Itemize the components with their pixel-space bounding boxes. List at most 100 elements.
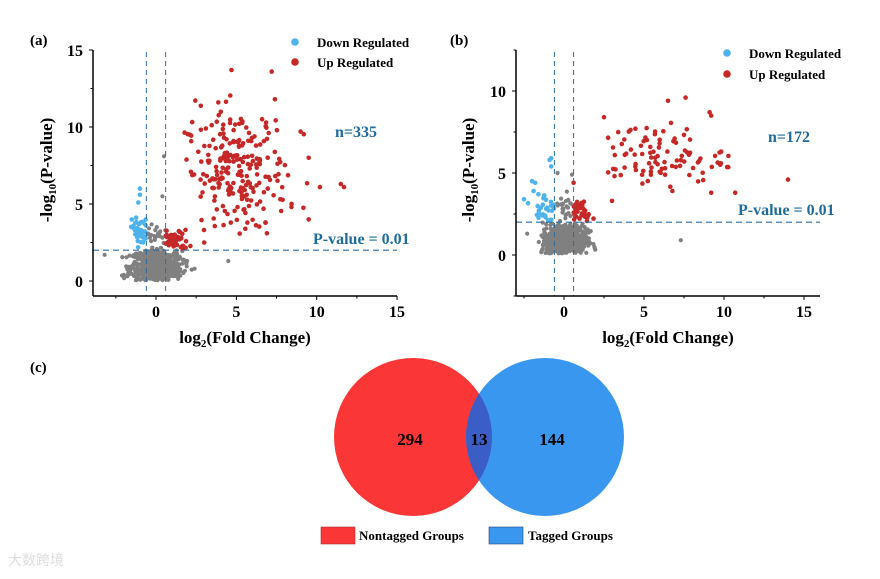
data-point-ns — [539, 250, 544, 255]
x-tick-label: 5 — [640, 304, 648, 321]
data-point-up — [301, 131, 307, 137]
data-point-up — [257, 158, 263, 164]
data-point-up — [214, 207, 220, 212]
data-point-up — [245, 220, 250, 225]
data-point-ns — [560, 201, 566, 206]
data-point-ns — [568, 238, 573, 243]
data-point-ns — [147, 235, 152, 240]
legend-label-up: Up Regulated — [749, 67, 826, 82]
data-point-up — [241, 154, 247, 160]
data-point-up — [712, 153, 718, 159]
data-point-up — [184, 157, 189, 162]
data-point-up — [209, 122, 214, 128]
data-point-up — [304, 181, 310, 186]
data-point-ns — [568, 225, 573, 230]
data-point-up — [646, 161, 652, 166]
data-point-up — [228, 220, 234, 225]
data-point-up — [282, 162, 288, 168]
data-point-ns — [184, 261, 189, 266]
data-point-up — [643, 135, 648, 140]
data-point-ns — [120, 255, 125, 260]
data-point-up — [278, 208, 284, 214]
x-tick-label: 0 — [560, 304, 568, 321]
data-point-up — [235, 172, 241, 177]
data-point-up — [669, 163, 675, 169]
data-point-up — [684, 127, 690, 132]
data-point-up — [242, 207, 247, 212]
data-point-up — [240, 178, 245, 184]
data-point-up — [718, 162, 723, 167]
data-point-up — [257, 224, 262, 229]
data-point-up — [670, 188, 675, 194]
data-point-up — [234, 217, 240, 223]
y-tick-label: 10 — [490, 84, 506, 101]
data-point-down — [536, 192, 541, 197]
data-point-up — [577, 205, 583, 211]
data-point-up — [206, 160, 211, 165]
data-point-up — [264, 136, 270, 142]
data-point-up — [338, 181, 344, 187]
data-point-up — [658, 170, 663, 176]
data-point-up — [633, 161, 638, 167]
data-point-up — [220, 143, 225, 148]
data-point-up — [301, 205, 306, 211]
data-point-up — [211, 176, 216, 182]
data-point-up — [649, 165, 654, 170]
data-point-up — [222, 208, 228, 214]
data-point-up — [244, 125, 249, 130]
data-point-ns — [579, 247, 584, 252]
data-point-up — [785, 177, 791, 182]
data-point-up — [236, 163, 242, 169]
data-point-up — [269, 69, 275, 74]
x-tick-label: 15 — [796, 304, 812, 321]
data-point-up — [240, 159, 246, 165]
data-point-ns — [577, 225, 583, 230]
venn-diagram: (c) 294 13 144 Nontagged Groups Tagged G… — [30, 358, 624, 545]
data-point-up — [278, 196, 283, 202]
data-point-up — [610, 166, 616, 172]
data-point-up — [198, 177, 203, 182]
data-point-up — [285, 172, 291, 178]
data-point-up — [223, 99, 229, 105]
data-point-up — [612, 152, 618, 158]
data-point-up — [732, 190, 738, 195]
data-point-up — [244, 173, 250, 179]
data-point-up — [677, 163, 683, 169]
data-point-up — [267, 177, 273, 183]
data-point-up — [238, 185, 244, 190]
data-point-up — [223, 158, 229, 164]
data-point-up — [206, 152, 211, 158]
data-point-ns — [544, 222, 549, 227]
data-point-ns — [149, 263, 154, 268]
data-point-down — [143, 222, 148, 228]
venn-circle-tagged — [466, 358, 624, 516]
data-point-up — [166, 234, 171, 240]
data-point-ns — [147, 257, 152, 262]
data-point-up — [187, 132, 192, 137]
data-point-ns — [139, 263, 144, 268]
data-point-down — [129, 217, 135, 222]
data-point-ns — [139, 257, 144, 262]
y-tick-label: 5 — [75, 197, 83, 214]
panel-label-b: (b) — [450, 33, 468, 49]
data-point-ns — [146, 226, 152, 231]
data-point-ns — [121, 272, 126, 277]
data-point-ns — [576, 232, 581, 237]
count-annotation: n=335 — [335, 124, 377, 141]
data-point-up — [247, 166, 252, 171]
legend-marker-down — [723, 49, 731, 57]
data-point-up — [261, 189, 267, 195]
data-point-ns — [565, 205, 571, 210]
data-point-up — [259, 116, 265, 122]
data-point-down — [521, 196, 527, 202]
data-point-up — [622, 165, 627, 170]
data-point-ns — [159, 264, 164, 269]
data-point-up — [245, 161, 251, 167]
data-point-up — [243, 226, 248, 232]
data-point-up — [700, 177, 706, 183]
data-point-up — [175, 234, 181, 240]
data-point-up — [220, 203, 226, 209]
data-point-down — [531, 188, 536, 194]
panel-label-a: (a) — [30, 33, 48, 49]
data-point-ns — [159, 267, 164, 272]
